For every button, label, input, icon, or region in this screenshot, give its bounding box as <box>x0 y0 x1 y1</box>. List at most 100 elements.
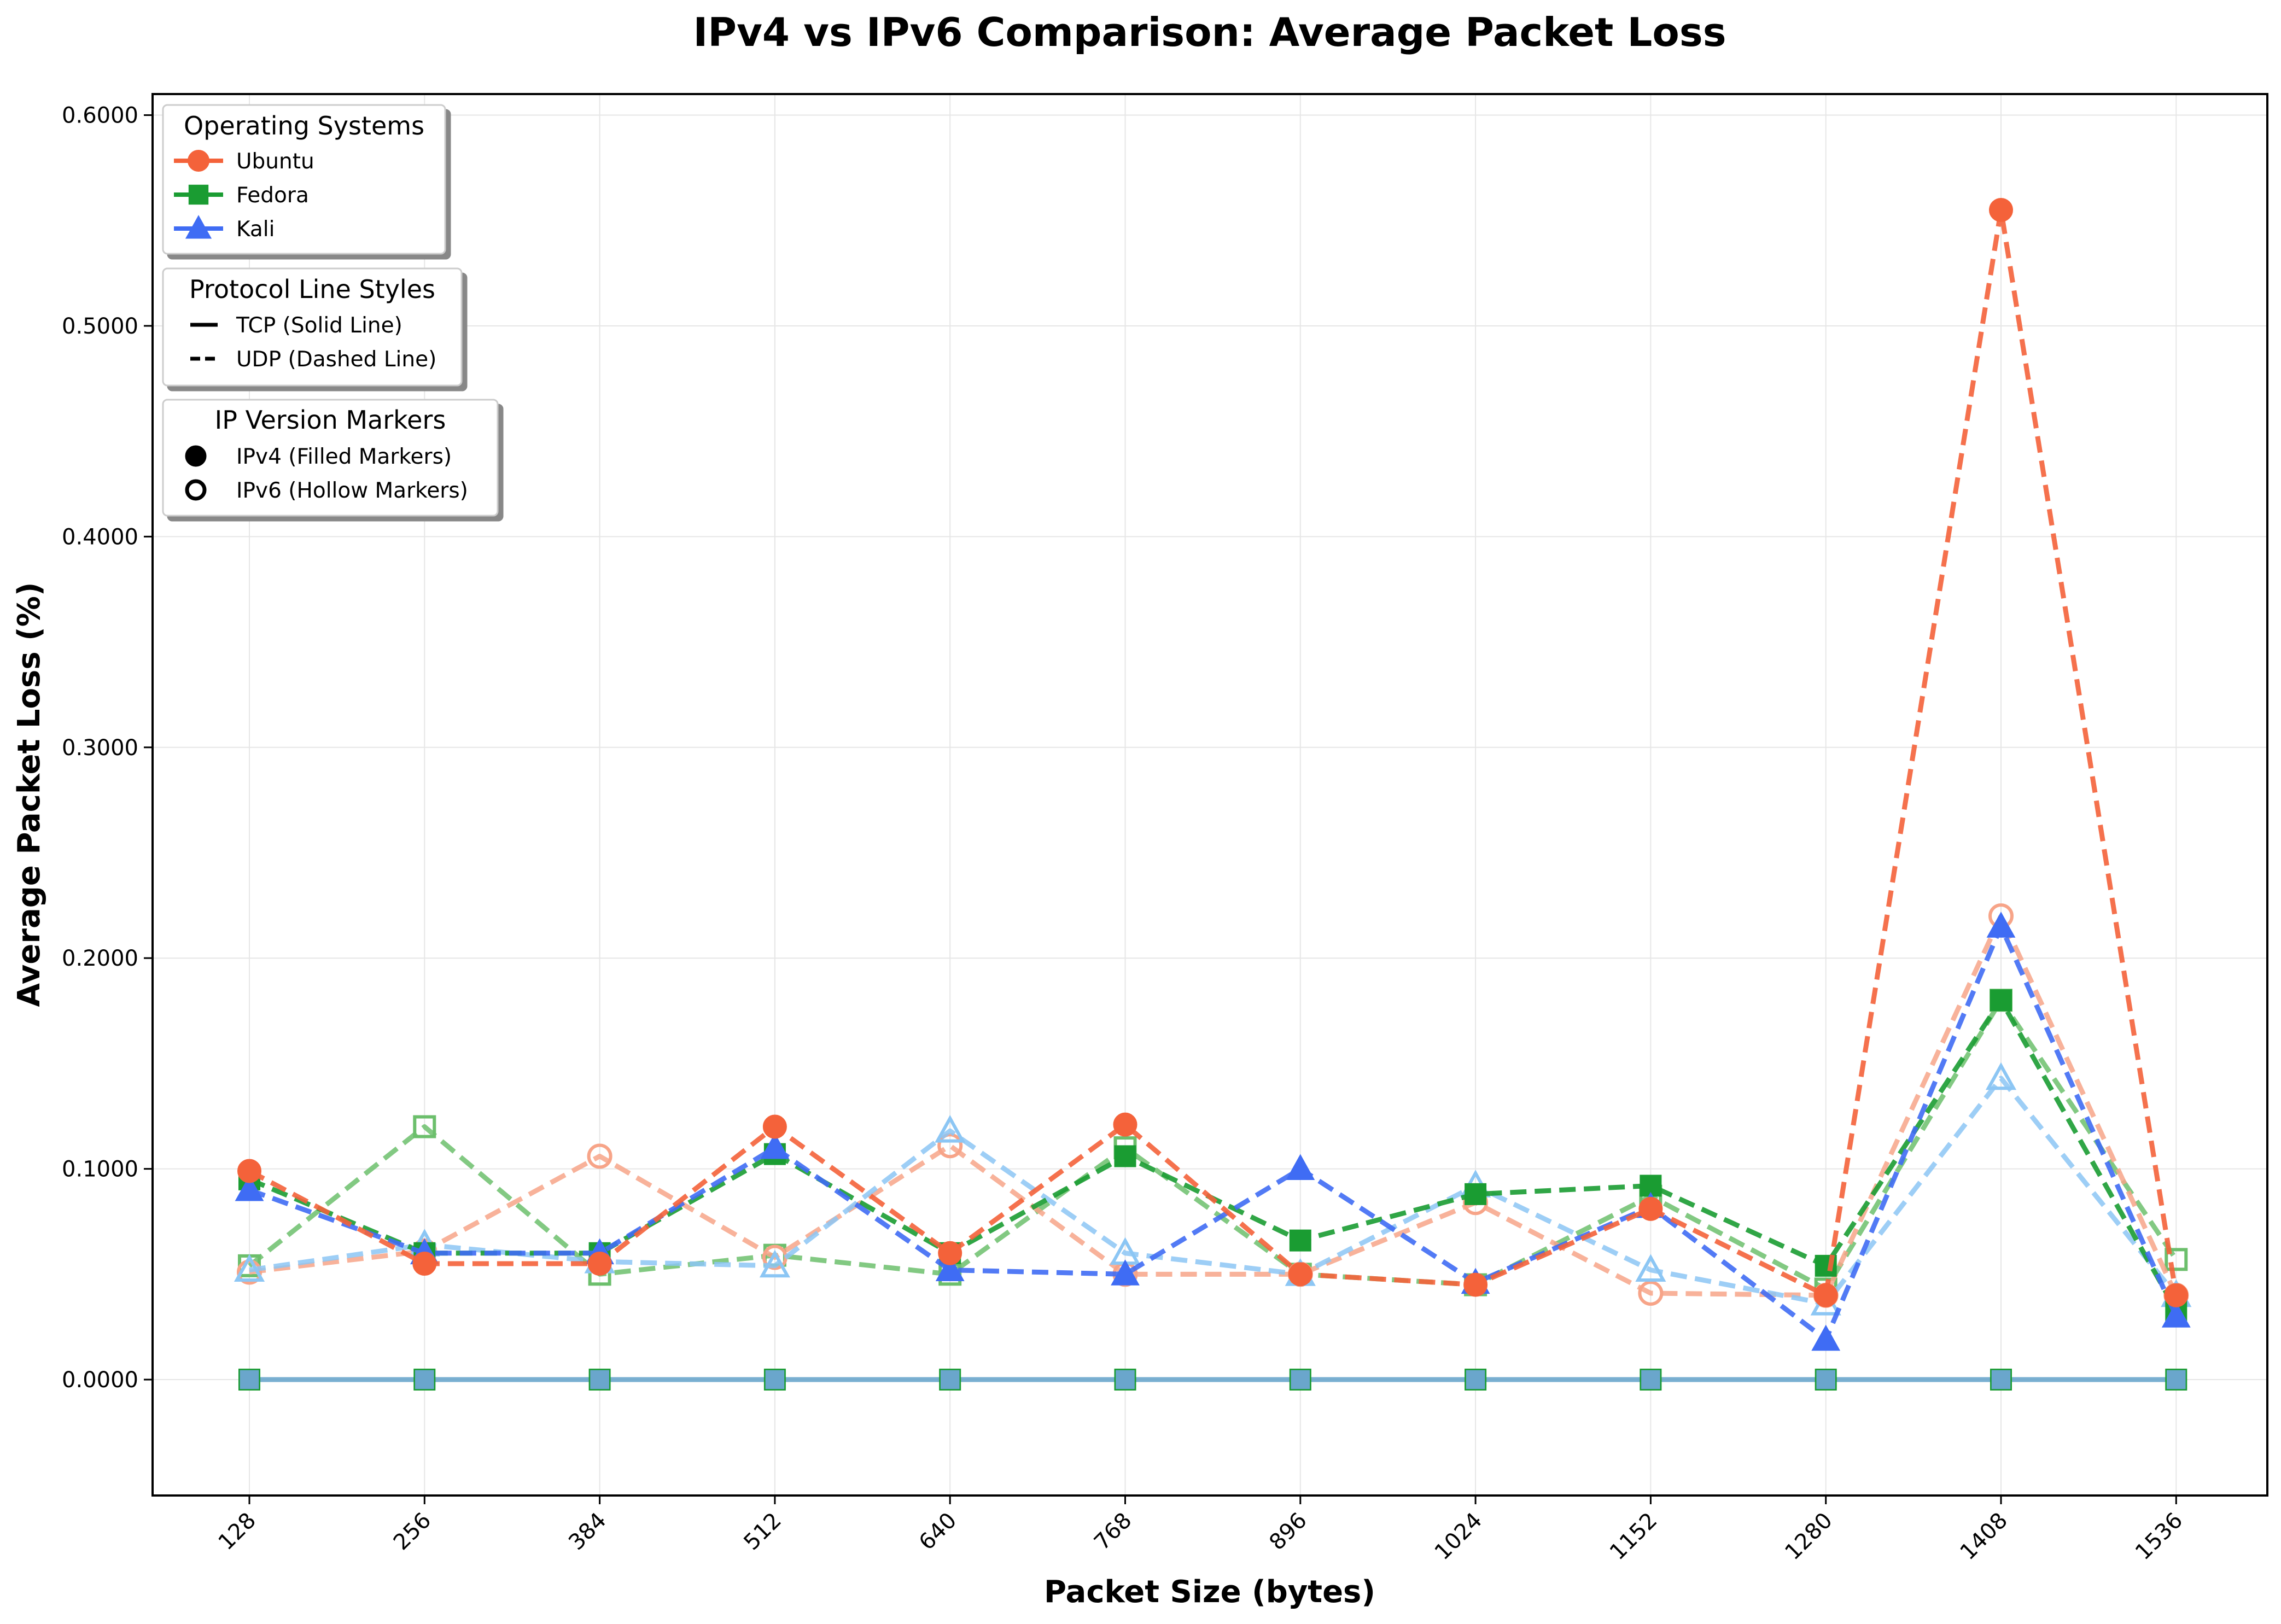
data-point <box>935 1115 966 1143</box>
data-point <box>760 1132 790 1159</box>
legend-marker <box>188 184 209 205</box>
data-point <box>1465 1183 1487 1205</box>
legend-label: UDP (Dashed Line) <box>236 347 436 372</box>
legend-frame <box>162 104 446 255</box>
grid-lines <box>153 94 2267 1496</box>
series-line <box>248 997 2179 1312</box>
data-point <box>1816 1370 1835 1389</box>
series-line <box>248 207 2179 1298</box>
data-point <box>765 1370 785 1389</box>
y-tick-label: 0.5000 <box>62 314 138 339</box>
x-tick-label: 768 <box>1089 1508 1137 1556</box>
series-line <box>249 913 2179 1298</box>
data-point <box>935 1255 965 1282</box>
data-point <box>1635 1254 1666 1282</box>
data-point <box>234 1254 265 1282</box>
data-point <box>235 1175 264 1201</box>
data-point <box>1289 1229 1311 1252</box>
legend-label: Kali <box>236 217 275 242</box>
legend-label: TCP (Solid Line) <box>236 313 402 338</box>
y-tick-label: 0.4000 <box>62 524 138 550</box>
x-tick-label: 1024 <box>1430 1508 1487 1565</box>
y-tick-label: 0.6000 <box>62 103 138 128</box>
series-fedora-udp-ipv4 <box>238 989 2187 1321</box>
data-point <box>413 1115 436 1138</box>
legend-marker <box>185 479 207 501</box>
legend-title: Protocol Line Styles <box>189 274 435 304</box>
data-point <box>1986 912 2016 938</box>
x-tick-label: 1280 <box>1780 1508 1837 1565</box>
data-point <box>1291 1370 1310 1389</box>
data-point <box>1811 1324 1841 1351</box>
y-tick-label: 0.2000 <box>62 946 138 971</box>
x-tick-label: 384 <box>564 1508 611 1556</box>
legend-operating-systems: Operating Systems Ubuntu Fedora Kali <box>162 104 446 255</box>
data-point <box>1813 1283 1838 1307</box>
data-point <box>762 1114 787 1139</box>
legends: Operating Systems Ubuntu Fedora Kali Protoco… <box>162 104 499 517</box>
y-axis-label: Average Packet Loss (%) <box>11 582 47 1007</box>
data-point <box>1985 1062 2017 1090</box>
data-point <box>1989 197 2013 222</box>
data-point <box>1991 1370 2011 1389</box>
data-point <box>759 1249 790 1278</box>
data-point <box>1114 1145 1136 1167</box>
data-point <box>1463 1272 1488 1297</box>
x-tick-label: 1152 <box>1605 1508 1662 1565</box>
data-point <box>240 1370 259 1389</box>
x-tick-label: 256 <box>389 1508 436 1556</box>
series-ubuntu-udp-ipv6 <box>237 903 2189 1308</box>
x-tick-label: 1536 <box>2131 1508 2188 1565</box>
x-tick-label: 512 <box>739 1508 786 1556</box>
series-ubuntu-udp-ipv4 <box>237 197 2189 1307</box>
legend-label: IPv6 (Hollow Markers) <box>236 478 468 503</box>
legend-marker <box>185 445 207 467</box>
y-tick-label: 0.3000 <box>62 735 138 761</box>
chart-title: IPv4 vs IPv6 Comparison: Average Packet … <box>693 9 1726 55</box>
data-point <box>587 1252 612 1276</box>
legend-frame <box>162 399 499 517</box>
data-point <box>587 1143 612 1169</box>
series-all-tcp-ipv4-ipv6 <box>238 1369 2187 1391</box>
data-point <box>938 1241 962 1265</box>
data-point <box>590 1370 609 1389</box>
plot-frame <box>151 93 2268 1497</box>
data-point <box>237 1159 261 1183</box>
legend-protocol-line-styles: Protocol Line Styles TCP (Solid Line) UDP … <box>162 267 463 387</box>
data-point <box>1286 1154 1315 1181</box>
data-point <box>1990 989 2012 1012</box>
x-tick-label: 1408 <box>1956 1508 2013 1565</box>
legend-label: Ubuntu <box>236 149 314 174</box>
data-point <box>2164 1283 2189 1307</box>
legend-marker <box>188 150 209 172</box>
data-point <box>1111 1259 1140 1286</box>
legend-marker <box>185 215 212 239</box>
y-tick-label: 0.1000 <box>62 1157 138 1182</box>
data-point <box>1113 1112 1137 1137</box>
x-tick-label: 896 <box>1264 1508 1312 1556</box>
data-point <box>1466 1370 1485 1389</box>
data-point <box>1288 1262 1312 1287</box>
data-point <box>1638 1281 1664 1306</box>
data-point <box>1641 1370 1660 1389</box>
data-series <box>234 197 2192 1391</box>
data-point <box>2161 1301 2191 1328</box>
y-tick-label: 0.0000 <box>62 1368 138 1393</box>
legend-label: Fedora <box>236 183 309 208</box>
data-point <box>415 1370 434 1389</box>
legend-title: IP Version Markers <box>215 405 446 435</box>
legend-label: IPv4 (Filled Markers) <box>236 445 452 469</box>
data-point <box>937 1133 963 1159</box>
x-axis-label: Packet Size (bytes) <box>1044 1574 1375 1610</box>
data-point <box>2167 1370 2186 1389</box>
x-tick-label: 128 <box>214 1508 261 1556</box>
series-line <box>248 924 2179 1342</box>
x-tick-label: 640 <box>914 1508 962 1556</box>
legend-frame <box>162 267 463 387</box>
data-point <box>237 1259 262 1285</box>
data-point <box>412 1252 437 1276</box>
data-point <box>940 1370 960 1389</box>
data-point <box>1638 1196 1663 1221</box>
data-point <box>2165 1248 2188 1271</box>
